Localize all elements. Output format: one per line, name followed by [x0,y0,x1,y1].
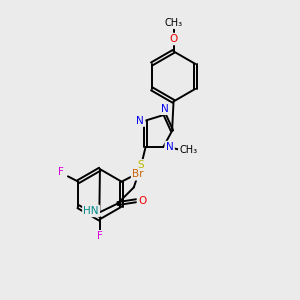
Text: N: N [136,116,144,126]
Text: N: N [161,104,169,114]
Text: S: S [138,160,145,170]
Text: N: N [166,142,174,152]
Text: F: F [97,231,103,241]
Text: HN: HN [83,206,99,216]
Text: F: F [58,167,64,177]
Text: O: O [138,196,146,206]
Text: O: O [169,34,178,44]
Text: CH₃: CH₃ [179,145,197,155]
Text: CH₃: CH₃ [164,18,183,28]
Text: Br: Br [132,169,144,179]
